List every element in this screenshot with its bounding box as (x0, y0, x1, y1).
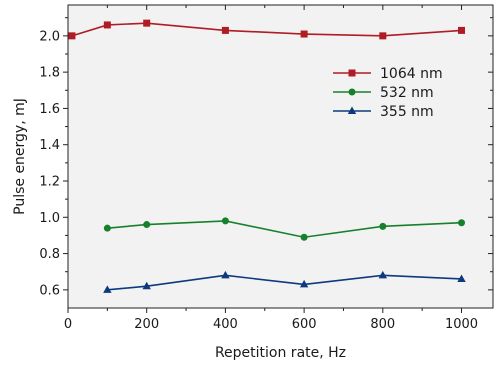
x-tick-label: 400 (213, 317, 238, 332)
x-tick-label: 1000 (445, 317, 478, 332)
plot-area (68, 5, 493, 308)
y-axis-title: Pulse energy, mJ (12, 98, 28, 215)
data-point-1064-nm (221, 26, 229, 34)
y-tick-label: 1.2 (39, 174, 60, 189)
series-1064-nm (68, 19, 466, 40)
data-point-355-nm (221, 270, 230, 279)
y-tick-label: 0.6 (39, 283, 60, 298)
data-point-1064-nm (68, 32, 76, 40)
data-point-532-nm (221, 217, 229, 225)
data-point-355-nm (142, 281, 151, 290)
legend-marker-532-nm (348, 88, 356, 96)
data-point-532-nm (103, 224, 111, 232)
data-point-1064-nm (379, 32, 387, 40)
legend-marker-355-nm (347, 106, 357, 114)
y-tick-label: 1.8 (39, 66, 60, 81)
x-tick-label: 600 (292, 317, 317, 332)
series-line-532-nm (107, 220, 462, 239)
data-point-532-nm (458, 219, 466, 227)
series-355-nm (103, 270, 466, 293)
data-point-1064-nm (143, 19, 151, 27)
x-tick-label: 800 (370, 317, 395, 332)
series-line-355-nm (107, 274, 462, 291)
x-axis-title: Repetition rate, Hz (215, 345, 346, 361)
data-point-532-nm (143, 221, 151, 229)
y-tick-label: 2.0 (39, 29, 60, 44)
series-layer (68, 19, 466, 293)
y-tick-label: 1.0 (39, 211, 60, 226)
plot-frame (67, 4, 494, 309)
data-point-355-nm (299, 279, 309, 288)
legend-label-1064-nm: 1064 nm (380, 66, 443, 82)
data-point-355-nm (378, 270, 388, 279)
data-point-355-nm (457, 274, 466, 282)
axes-layer: 0 200 400 600 800 1000 0.6 0.8 1.0 1.2 1.4 1.6 1.8 2.… (39, 4, 494, 332)
data-point-1064-nm (458, 26, 466, 34)
series-532-nm (103, 217, 466, 241)
data-point-1064-nm (300, 30, 308, 38)
legend-marker-1064-nm (348, 69, 356, 77)
legend: 1064 nm 532 nm 355 nm (333, 66, 443, 120)
legend-label-355-nm: 355 nm (380, 104, 434, 120)
x-tick-label: 0 (64, 317, 72, 332)
y-tick-label: 0.8 (39, 247, 60, 262)
x-tick-label: 200 (134, 317, 159, 332)
legend-label-532-nm: 532 nm (380, 85, 434, 101)
data-point-532-nm (300, 233, 308, 241)
y-tick-label: 1.4 (39, 138, 60, 153)
y-tick-label: 1.6 (39, 102, 60, 117)
data-point-355-nm (103, 285, 112, 293)
data-point-532-nm (379, 222, 387, 230)
data-point-1064-nm (103, 21, 111, 29)
